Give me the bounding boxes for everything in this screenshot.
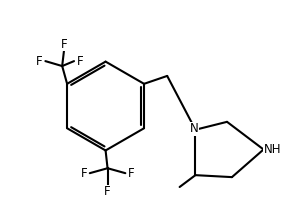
Text: F: F (104, 186, 111, 198)
Text: N: N (190, 122, 199, 135)
Text: F: F (36, 55, 43, 68)
Text: NH: NH (264, 143, 281, 156)
Text: F: F (128, 167, 135, 180)
Text: F: F (61, 38, 67, 51)
Text: F: F (77, 55, 83, 68)
Text: F: F (81, 167, 87, 180)
